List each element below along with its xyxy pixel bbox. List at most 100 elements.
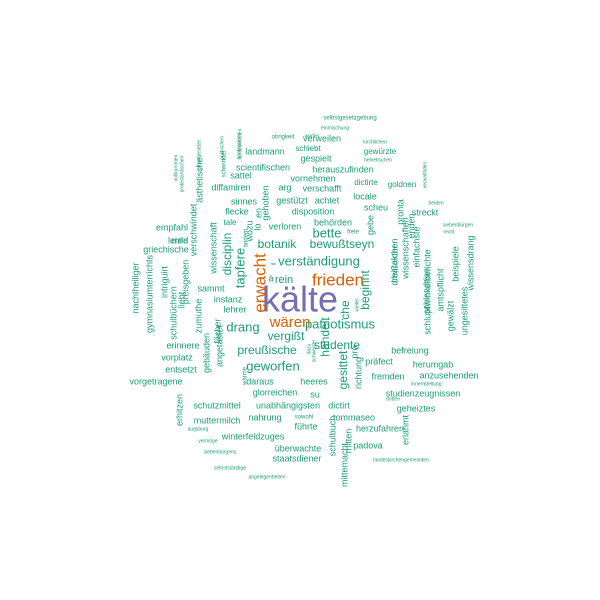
cloud-word: amtspflicht <box>435 268 445 312</box>
cloud-word: dictirt <box>328 400 350 410</box>
cloud-word: griechische <box>143 244 189 254</box>
cloud-word: achtet <box>315 195 340 205</box>
cloud-word: frele <box>347 230 359 236</box>
cloud-word: tale <box>224 218 237 227</box>
cloud-word: flecke <box>225 206 249 216</box>
cloud-word: führte <box>294 421 317 431</box>
cloud-word: locale <box>353 191 377 201</box>
cloud-word: zumuthe <box>193 299 203 334</box>
cloud-word: disciplin <box>220 233 234 276</box>
cloud-word: verschafft <box>303 183 342 193</box>
cloud-word: sinnes <box>231 196 258 206</box>
cloud-word: staatsdiener <box>272 453 321 463</box>
cloud-word: preisgeben <box>180 260 190 305</box>
cloud-word: vorgetragene <box>129 376 182 386</box>
cloud-word: vollkommen <box>173 154 179 181</box>
cloud-word: enden <box>406 213 416 238</box>
cloud-word: schulbüchern <box>168 286 178 340</box>
cloud-word: charakter <box>389 245 399 283</box>
cloud-word: vermöge <box>198 438 218 444</box>
cloud-word: wissensdrang <box>465 235 475 291</box>
cloud-word: sowohl <box>295 415 314 421</box>
cloud-word: scientifischen <box>236 162 290 172</box>
cloud-word: entsetzt <box>165 364 197 374</box>
cloud-word: gehoben <box>260 185 270 220</box>
cloud-word: landmann <box>245 146 285 156</box>
cloud-word: schlendrian <box>421 268 431 314</box>
cloud-word: pronta <box>395 199 405 225</box>
cloud-word: handelt <box>318 317 332 357</box>
cloud-word: schutzmittel <box>193 400 241 410</box>
cloud-word: obrigkeit <box>272 135 295 141</box>
cloud-word: herauszufinden <box>312 164 374 174</box>
cloud-word: nahrung <box>248 412 281 422</box>
cloud-word: scheu <box>364 202 388 212</box>
cloud-word: grundgesetze <box>196 140 202 171</box>
cloud-word: drang <box>226 319 259 334</box>
cloud-word: patriotismus <box>305 316 376 331</box>
cloud-word: verweilen <box>303 133 341 143</box>
cloud-word: liebt <box>176 291 186 308</box>
cloud-word: dreißeichen <box>389 238 399 285</box>
cloud-word: helvetischen <box>364 157 392 163</box>
cloud-word: vergißt <box>268 329 305 343</box>
cloud-word: erwacht <box>250 253 269 313</box>
cloud-word: gesittet <box>336 350 350 389</box>
cloud-word: empfahl <box>156 222 188 232</box>
cloud-word: dazu <box>306 343 312 354</box>
cloud-word: botanik <box>258 237 298 251</box>
cloud-word: erlahmt <box>400 414 410 445</box>
cloud-word: schiebt <box>295 144 321 153</box>
cloud-word: verschwindet <box>188 203 198 256</box>
cloud-word: kälte <box>262 279 338 320</box>
cloud-word: instanz <box>214 294 243 304</box>
cloud-word: su <box>310 389 320 399</box>
cloud-word: dotten <box>386 396 400 402</box>
cloud-word: mittemacht <box>339 442 349 487</box>
cloud-word: geheiztes <box>397 403 436 413</box>
cloud-word: arg <box>278 182 291 192</box>
cloud-word: fremden <box>371 371 404 381</box>
cloud-word: wortes <box>305 133 320 139</box>
cloud-word: präfect <box>365 356 393 366</box>
cloud-word: verloren <box>269 221 302 231</box>
cloud-word: wissenschaft <box>208 222 218 275</box>
cloud-word: wissenschaften <box>400 217 410 280</box>
cloud-word: befreiung <box>391 345 429 355</box>
cloud-word: geworfen <box>246 358 299 373</box>
cloud-word: intriguirt <box>159 265 169 298</box>
cloud-word: einfachste <box>411 226 421 267</box>
cloud-word: überwachte <box>275 443 322 453</box>
cloud-word: studienzeugnissen <box>386 388 461 398</box>
cloud-word: en <box>253 208 263 218</box>
cloud-word: anzusehenden <box>419 370 478 380</box>
cloud-word: gebäuden <box>201 333 211 373</box>
cloud-word: tapfere <box>232 248 247 288</box>
cloud-word: protestantischen <box>179 155 185 192</box>
cloud-word: ästhetische <box>194 157 204 203</box>
cloud-word: daraus <box>246 376 274 386</box>
cloud-word: verständigung <box>278 253 360 268</box>
cloud-word: rein <box>275 274 293 286</box>
cloud-word: kirchlichen <box>363 139 387 145</box>
cloud-word: mild <box>172 235 189 245</box>
cloud-word: herzufahren <box>356 423 404 433</box>
cloud-word: tommaseo <box>333 412 375 422</box>
cloud-word: wärme <box>243 366 249 386</box>
cloud-word: siebenbürgens <box>204 449 237 455</box>
cloud-word: padova <box>353 440 383 450</box>
cloud-word: stellung <box>424 381 441 387</box>
cloud-word: diffamiren <box>211 182 250 192</box>
cloud-word: gewälzt <box>445 300 455 331</box>
cloud-word: erinnere <box>166 340 199 350</box>
cloud-word: innern <box>411 381 425 387</box>
cloud-word: goldnen <box>388 180 416 189</box>
cloud-word: behörden <box>314 217 352 227</box>
cloud-word: herumgab <box>413 359 454 369</box>
cloud-word: augsburg <box>188 426 209 432</box>
cloud-word: ungesittetes <box>459 286 469 335</box>
cloud-word: beispiele <box>450 246 460 282</box>
cloud-word: weiter <box>354 298 360 312</box>
cloud-word: fächer <box>212 318 222 343</box>
cloud-word: studente <box>314 338 360 352</box>
